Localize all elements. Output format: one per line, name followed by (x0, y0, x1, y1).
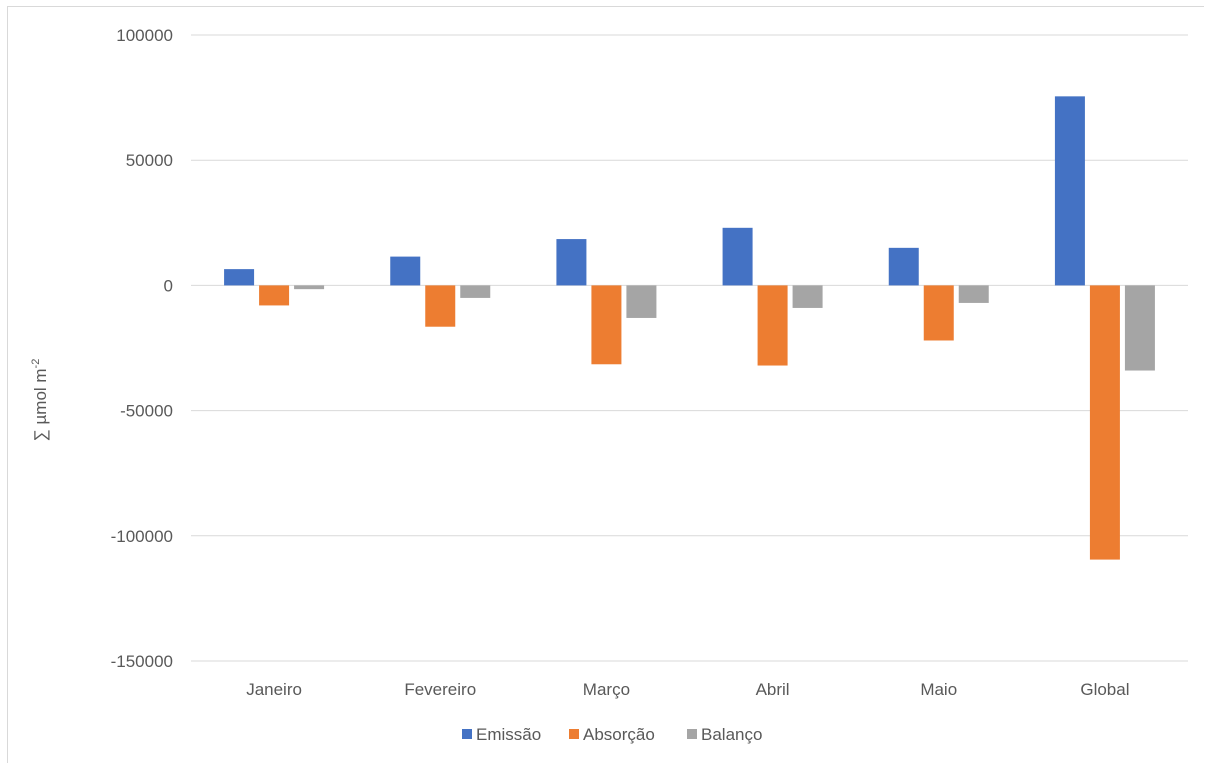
x-axis-ticks: Janeiro Fevereiro Março Abril Maio Global (246, 680, 1129, 699)
legend-swatch-1 (569, 729, 579, 739)
x-tick-label: Março (583, 680, 630, 699)
bar-absoro-0 (259, 285, 290, 306)
bar-balano-4 (958, 285, 989, 303)
legend-label-0: Emissão (476, 725, 541, 744)
x-tick-label: Maio (920, 680, 957, 699)
y-tick-label: -100000 (111, 527, 173, 546)
gridlines (191, 34, 1188, 662)
bar-balano-3 (792, 285, 823, 308)
legend: Emissão Absorção Balanço (462, 725, 762, 744)
y-axis-title: ∑ µmol m-2 (30, 359, 50, 442)
bar-absoro-1 (425, 285, 456, 327)
y-tick-label: -150000 (111, 652, 173, 671)
y-tick-label: 0 (164, 276, 173, 295)
legend-label-2: Balanço (701, 725, 762, 744)
legend-swatch-0 (462, 729, 472, 739)
bar-absoro-3 (757, 285, 788, 366)
legend-label-1: Absorção (583, 725, 655, 744)
bar-emisso-2 (556, 239, 587, 286)
bar-emisso-3 (722, 227, 753, 286)
bars (224, 96, 1155, 560)
bar-balano-1 (460, 285, 491, 298)
x-tick-label: Global (1080, 680, 1129, 699)
y-tick-label: -50000 (120, 402, 173, 421)
bar-emisso-4 (888, 247, 919, 286)
bar-absoro-2 (591, 285, 622, 365)
bar-emisso-5 (1054, 96, 1085, 286)
y-axis-ticks: 100000 50000 0 -50000 -100000 -150000 (111, 26, 173, 671)
y-tick-label: 100000 (116, 26, 173, 45)
bar-absoro-5 (1089, 285, 1120, 560)
bar-balano-2 (626, 285, 657, 318)
y-tick-label: 50000 (126, 151, 173, 170)
chart-frame (7, 6, 1204, 763)
legend-swatch-2 (687, 729, 697, 739)
bar-balano-0 (294, 285, 325, 290)
bar-balano-5 (1124, 285, 1155, 371)
bar-absoro-4 (923, 285, 954, 341)
x-tick-label: Abril (756, 680, 790, 699)
x-tick-label: Fevereiro (404, 680, 476, 699)
x-tick-label: Janeiro (246, 680, 302, 699)
bar-emisso-1 (390, 256, 421, 286)
bar-emisso-0 (224, 269, 255, 286)
